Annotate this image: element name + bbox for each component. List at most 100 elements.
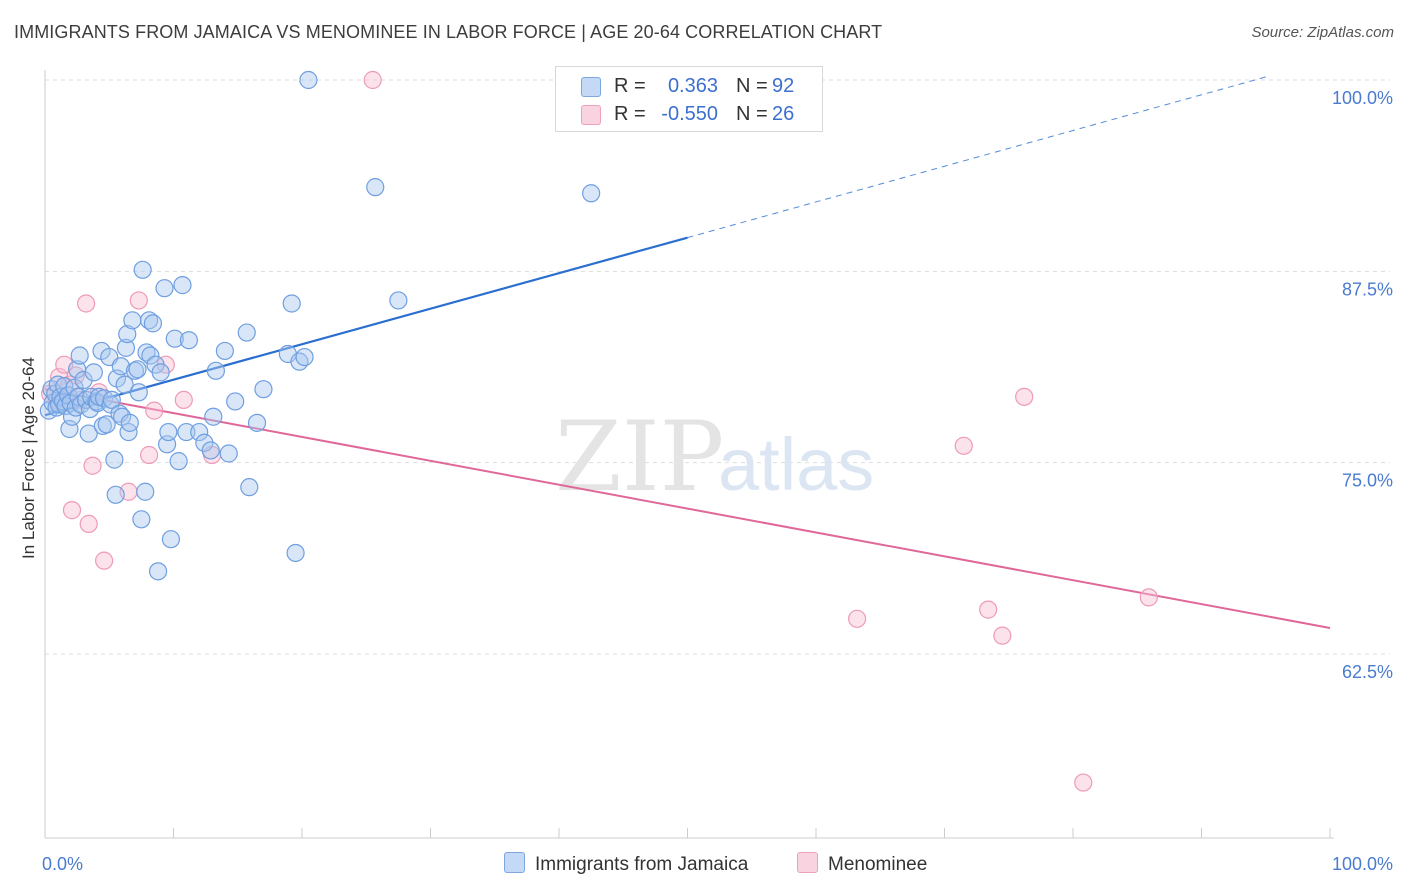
jamaica-point xyxy=(129,383,148,402)
jamaica-point xyxy=(159,422,178,442)
jamaica-point xyxy=(240,478,259,497)
chart-title: IMMIGRANTS FROM JAMAICA VS MENOMINEE IN … xyxy=(14,22,883,42)
jamaica-point xyxy=(389,291,408,310)
bottom-legend-swatch-pink xyxy=(797,852,818,873)
menominee-point xyxy=(363,70,382,90)
trend-lines xyxy=(44,76,1331,629)
jamaica-points xyxy=(39,70,601,581)
menominee-point xyxy=(1139,588,1158,607)
correlation-legend: R = 0.363 N = 92 R = -0.550 N = 26 xyxy=(555,66,823,132)
legend-r-label: R = xyxy=(614,75,646,97)
grid-lines xyxy=(45,79,1390,655)
x-tick-label: 0.0% xyxy=(42,854,83,874)
jamaica-point xyxy=(120,413,139,432)
bottom-legend-label: Menominee xyxy=(828,854,928,875)
y-axis-title: In Labor Force | Age 20-64 xyxy=(19,357,38,559)
jamaica-point xyxy=(582,184,601,203)
jamaica-point xyxy=(190,422,209,442)
jamaica-point xyxy=(247,413,267,432)
jamaica-point xyxy=(201,441,220,460)
jamaica-point xyxy=(295,347,314,367)
jamaica-point xyxy=(286,543,305,563)
jamaica-point xyxy=(282,294,301,313)
tick-labels: 62.5% 75.0% 87.5% 100.0% 0.0% 100.0% xyxy=(42,88,1393,874)
jamaica-point xyxy=(74,370,93,390)
jamaica-point xyxy=(177,422,196,442)
source-label: Source: ZipAtlas.com xyxy=(1251,24,1394,41)
menominee-point xyxy=(1015,387,1034,406)
axes xyxy=(44,70,1334,839)
menominee-point xyxy=(62,501,82,520)
jamaica-point xyxy=(136,482,155,501)
jamaica-point xyxy=(151,363,170,382)
bottom-legend-label: Immigrants from Jamaica xyxy=(535,854,749,875)
jamaica-trend-line xyxy=(44,236,688,417)
jamaica-point xyxy=(84,363,103,382)
jamaica-point xyxy=(118,324,137,344)
menominee-point xyxy=(1074,773,1093,792)
menominee-point xyxy=(79,514,98,533)
jamaica-point xyxy=(215,341,234,361)
jamaica-point xyxy=(219,444,238,463)
menominee-point xyxy=(95,551,114,570)
jamaica-point xyxy=(169,452,188,471)
jamaica-point xyxy=(110,404,129,423)
jamaica-point xyxy=(173,276,192,295)
menominee-point xyxy=(77,294,96,313)
jamaica-point xyxy=(116,338,136,357)
menominee-point xyxy=(979,600,998,619)
jamaica-point xyxy=(204,407,223,426)
watermark: ZIP atlas xyxy=(555,401,874,513)
y-tick-label: 62.5% xyxy=(1342,662,1393,682)
jamaica-point xyxy=(165,329,184,348)
jamaica-point xyxy=(254,380,273,399)
jamaica-point xyxy=(366,178,385,197)
y-tick-label: 100.0% xyxy=(1332,88,1393,108)
jamaica-point xyxy=(128,360,147,379)
x-tick-label: 100.0% xyxy=(1332,854,1393,874)
jamaica-point xyxy=(143,314,163,333)
jamaica-point xyxy=(66,398,85,417)
jamaica-trend-extension xyxy=(687,76,1266,239)
legend-r-value: -0.550 xyxy=(661,103,718,125)
watermark-zip: ZIP xyxy=(555,401,724,513)
menominee-point xyxy=(993,626,1012,645)
legend-n-label: N = xyxy=(736,103,768,125)
menominee-point xyxy=(129,291,148,310)
jamaica-point xyxy=(132,510,151,529)
y-tick-label: 75.0% xyxy=(1342,471,1393,491)
menominee-point xyxy=(83,456,102,475)
y-tick-label: 87.5% xyxy=(1342,279,1393,299)
menominee-point xyxy=(139,445,159,465)
legend-swatch-pink xyxy=(581,105,601,125)
jamaica-point xyxy=(123,311,142,330)
jamaica-point xyxy=(70,346,89,365)
jamaica-point xyxy=(206,361,226,380)
legend-n-value: 92 xyxy=(772,75,795,97)
legend-n-label: N = xyxy=(736,75,768,97)
jamaica-point xyxy=(299,70,318,90)
jamaica-point xyxy=(226,392,245,411)
menominee-point xyxy=(954,436,973,455)
jamaica-point xyxy=(141,346,160,365)
legend-r-value: 0.363 xyxy=(667,75,718,97)
menominee-point xyxy=(848,609,867,628)
jamaica-point xyxy=(161,530,181,549)
jamaica-point xyxy=(155,279,174,298)
jamaica-point xyxy=(79,424,98,443)
jamaica-point xyxy=(62,407,82,426)
jamaica-point xyxy=(106,485,125,504)
jamaica-point xyxy=(148,562,168,581)
jamaica-point xyxy=(119,422,138,442)
menominee-point xyxy=(145,401,164,420)
legend-r-label: R = xyxy=(614,103,646,125)
bottom-legend-jamaica: Immigrants from Jamaica xyxy=(504,852,748,876)
jamaica-point xyxy=(105,450,124,469)
jamaica-point xyxy=(237,323,256,342)
jamaica-point xyxy=(102,390,121,410)
bottom-legend-menominee: Menominee xyxy=(797,852,927,876)
jamaica-point xyxy=(179,331,199,350)
legend-n-value: 26 xyxy=(772,103,795,125)
jamaica-point xyxy=(97,415,116,434)
